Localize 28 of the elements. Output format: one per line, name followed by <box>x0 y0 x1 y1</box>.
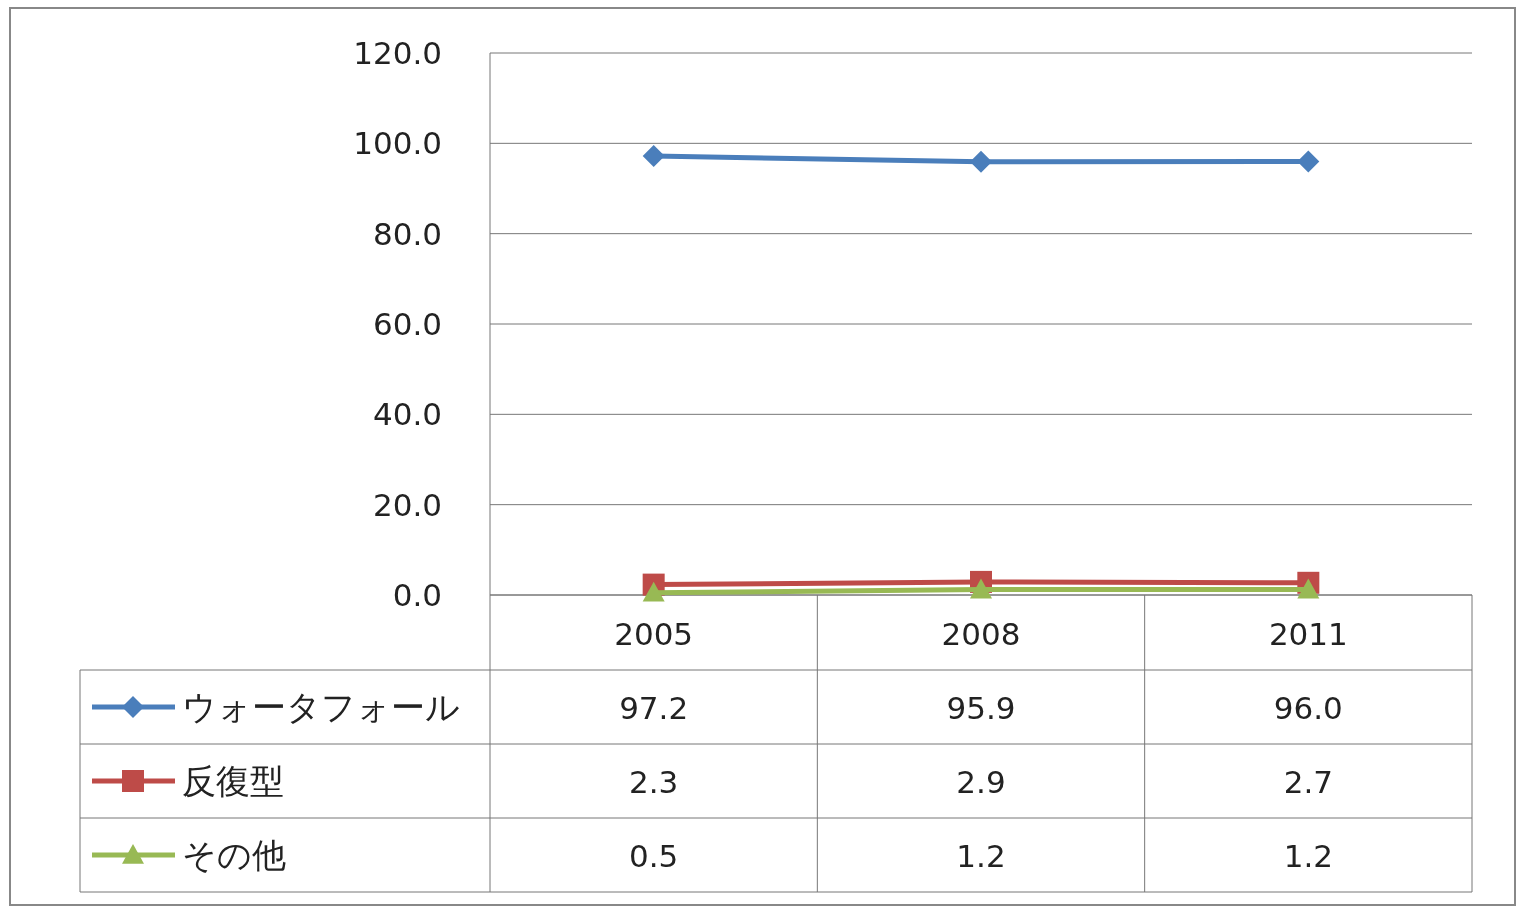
y-tick-label: 80.0 <box>372 215 442 252</box>
legend-label: 反復型 <box>182 761 284 801</box>
legend-label: その他 <box>182 835 286 875</box>
y-tick-label: 120.0 <box>353 35 442 71</box>
data-label: 1.2 <box>1283 838 1333 874</box>
point <box>970 150 992 173</box>
y-tick-label: 40.0 <box>372 396 442 433</box>
y-tick-label: 100.0 <box>353 125 442 162</box>
point <box>1297 150 1320 173</box>
data-label: 2.7 <box>1283 764 1333 800</box>
data-label: 2.9 <box>956 764 1006 800</box>
point <box>970 578 992 599</box>
x-tick-label: 2008 <box>941 616 1021 652</box>
y-tick-label: 20.0 <box>372 486 442 523</box>
data-label: 96.0 <box>1273 690 1343 726</box>
data-label: 2.3 <box>629 764 679 800</box>
data-label: 97.2 <box>619 690 689 726</box>
point <box>1297 578 1320 599</box>
x-tick-label: 2005 <box>614 616 694 652</box>
y-tick-label: 0.0 <box>392 577 442 613</box>
point <box>642 144 665 167</box>
data-label: 0.5 <box>629 838 679 874</box>
data-label: 95.9 <box>946 690 1016 726</box>
point <box>642 581 665 602</box>
legend-label: ウォータフォール <box>182 687 460 727</box>
x-tick-label: 2011 <box>1268 616 1348 652</box>
y-tick-label: 60.0 <box>372 306 442 342</box>
data-label: 1.2 <box>956 838 1006 874</box>
